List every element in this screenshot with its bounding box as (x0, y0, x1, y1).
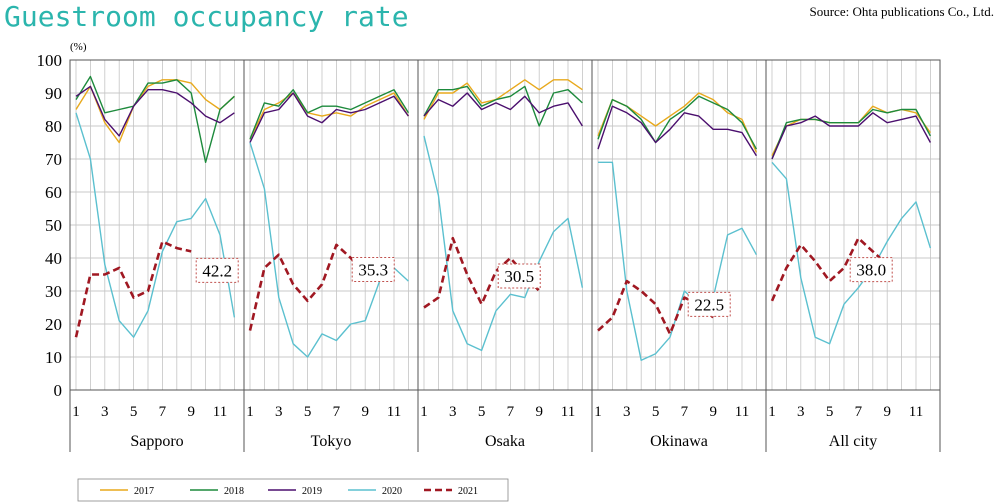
value-label-box (195, 257, 239, 283)
series-line-2020 (75, 112, 236, 338)
y-tick-label: 50 (45, 216, 62, 235)
value-label-box (849, 257, 893, 283)
panel-label-okinawa: Okinawa (650, 433, 708, 450)
value-label-box (687, 291, 731, 317)
series-line-2017 (771, 105, 931, 157)
value-label-box (497, 263, 541, 289)
x-tick-label: 9 (535, 404, 543, 420)
y-tick-label: 30 (45, 282, 62, 301)
x-tick-label: 5 (304, 404, 312, 420)
value-label: 30.5 (504, 267, 534, 286)
series-line-2018 (771, 108, 932, 160)
x-tick-label: 3 (275, 404, 283, 420)
series-line-2021 (248, 243, 367, 331)
y-tick-label: 80 (45, 117, 62, 136)
x-tick-label: 7 (855, 404, 863, 420)
x-tick-label: 7 (507, 404, 515, 420)
series-line-2019 (75, 85, 235, 137)
legend-label-2021: 2021 (458, 486, 478, 497)
x-tick-label: 9 (709, 404, 717, 420)
series-line-2020 (423, 135, 584, 352)
value-label: 22.5 (694, 295, 724, 314)
series-line-2019 (597, 105, 757, 157)
value-label-box (351, 257, 395, 282)
series-line-2018 (597, 95, 758, 150)
x-tick-label: 11 (213, 404, 227, 420)
panel-label-osaka: Osaka (485, 433, 525, 450)
series-line-2019 (249, 92, 409, 143)
series-line-2021 (74, 240, 192, 338)
x-tick-label: 11 (387, 404, 401, 420)
chart-title: Guestroom occupancy rate (4, 0, 409, 33)
legend-label-2017: 2017 (134, 486, 154, 497)
series-line-2018 (75, 75, 235, 164)
series-line-2017 (597, 92, 758, 153)
x-tick-label: 7 (159, 404, 167, 420)
y-tick-label: 100 (37, 51, 63, 70)
x-tick-label: 9 (361, 404, 369, 420)
series-line-2017 (249, 92, 409, 140)
value-label: 38.0 (856, 261, 886, 280)
x-tick-label: 9 (883, 404, 891, 420)
series-line-2018 (423, 85, 583, 127)
x-tick-label: 11 (735, 404, 749, 420)
value-label: 42.2 (202, 261, 232, 280)
y-tick-label: 40 (45, 249, 62, 268)
series-line-2017 (423, 79, 583, 120)
x-tick-label: 1 (594, 404, 602, 420)
x-tick-label: 5 (826, 404, 834, 420)
x-tick-label: 3 (449, 404, 457, 420)
source-note: Source: Ohta publications Co., Ltd. (809, 4, 994, 19)
legend-label-2020: 2020 (382, 486, 402, 497)
series-line-2020 (771, 161, 932, 345)
y-tick-label: 20 (45, 315, 62, 334)
x-tick-label: 5 (478, 404, 486, 420)
series-line-2021 (770, 236, 889, 302)
y-axis-unit: (%) (70, 41, 87, 53)
x-tick-label: 3 (101, 404, 109, 420)
y-tick-label: 10 (45, 348, 62, 367)
y-tick-label: 90 (45, 84, 62, 103)
x-tick-label: 1 (768, 404, 776, 420)
panel-label-tokyo: Tokyo (311, 433, 352, 450)
legend-label-2019: 2019 (302, 486, 322, 497)
x-tick-label: 5 (130, 404, 138, 420)
x-tick-label: 5 (652, 404, 660, 420)
legend-label-2018: 2018 (224, 486, 244, 497)
x-tick-label: 1 (420, 404, 428, 420)
series-line-2019 (771, 112, 932, 160)
panel-label-all-city: All city (829, 433, 877, 450)
x-tick-label: 11 (561, 404, 575, 420)
panel-label-sapporo: Sapporo (130, 433, 183, 450)
x-tick-label: 11 (909, 404, 923, 420)
x-tick-label: 1 (246, 404, 254, 420)
series-line-2018 (249, 88, 409, 140)
value-label: 35.3 (358, 261, 388, 280)
series-line-2019 (423, 92, 583, 127)
y-tick-label: 60 (45, 183, 62, 202)
y-tick-label: 0 (54, 381, 63, 400)
x-tick-label: 7 (333, 404, 341, 420)
y-tick-label: 70 (45, 150, 62, 169)
x-tick-label: 7 (681, 404, 689, 420)
series-line-2020 (249, 142, 409, 358)
x-tick-label: 3 (623, 404, 631, 420)
x-tick-label: 9 (187, 404, 195, 420)
x-tick-label: 3 (797, 404, 805, 420)
x-tick-label: 1 (72, 404, 80, 420)
